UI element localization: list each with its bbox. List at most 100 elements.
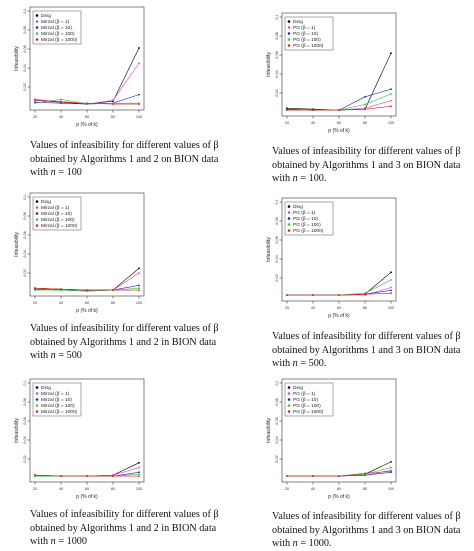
y-tick-label: 0.04 [275,255,279,262]
legend-label: PG (β = 1) [293,210,316,216]
x-tick-label: 80 [363,121,367,125]
data-point [60,98,62,101]
chart-4: 20 40 60 80 100 0.02 0.04 0.06 0.08 0.1 p (% of k)… [266,197,397,319]
x-tick-label: 60 [85,115,89,119]
chart-panel-2: 20 40 60 80 100 0.02 0.04 0.06 0.08 0.1 p (% of k)… [254,8,404,138]
legend-marker [287,410,291,413]
x-tick-label: 60 [337,487,341,491]
legend-label: Ding [293,19,303,25]
series-line [34,63,140,105]
legend-label: PG (β = 100) [293,403,321,409]
caption-2-post: = 100. [297,173,327,185]
y-tick-label: 0.08 [23,398,27,405]
x-tick-label: 20 [33,487,37,491]
data-point [34,474,36,477]
x-axis-label: p (% of k) [76,122,98,128]
y-axis-label: Infeasibility [266,418,272,443]
y-axis-label: Infeasibility [266,52,272,77]
chart-panel-6: 20 40 60 80 100 0.02 0.04 0.06 0.08 0.1 p (% of k)… [254,374,404,504]
x-tick-label: 40 [59,487,63,491]
caption-5: Values of infeasibility for different va… [30,508,220,549]
legend-label: Mirzal (β = 1000) [41,409,78,415]
legend-marker [287,229,291,232]
y-tick-label: 0.04 [275,70,279,77]
legend-label: Mirzal (β = 1) [41,391,70,397]
y-tick-label: 0.1 [275,14,279,19]
y-tick-label: 0.04 [23,250,27,257]
data-point [138,461,140,464]
caption-2-text: Values of infeasibility for different va… [272,146,461,185]
caption-3: Values of infeasibility for different va… [30,322,220,363]
data-point [286,109,288,111]
data-point [138,466,140,469]
caption-6: Values of infeasibility for different va… [272,510,468,551]
data-point [286,294,288,296]
data-point [86,289,88,291]
x-axis-label: p (% of k) [328,313,350,319]
legend-marker [35,212,39,215]
y-axis-label: Infeasibility [266,237,272,262]
y-tick-label: 0.06 [275,417,279,424]
legend-marker [35,410,39,413]
data-point [138,289,140,291]
x-tick-label: 40 [311,487,315,491]
legend-marker [35,398,39,401]
legend-label: Mirzal (β = 1000) [41,223,78,229]
legend-label: PG (β = 1000) [293,43,324,49]
x-tick-label: 40 [311,121,315,125]
caption-5-post: = 1000 [55,536,87,548]
chart-1: 20 40 60 80 100 0.02 0.04 0.06 0.08 0.1 p (% of k)… [14,6,145,128]
legend-label: PG (β = 10) [293,397,318,403]
y-tick-label: 0.02 [275,89,279,96]
legend-marker [35,38,39,41]
chart-panel-4: 20 40 60 80 100 0.02 0.04 0.06 0.08 0.1 p (% of k)… [254,193,404,323]
series-line [287,467,392,477]
caption-5-text: Values of infeasibility for different va… [30,509,219,548]
data-point [390,99,392,102]
data-point [112,99,114,102]
y-tick-label: 0.04 [275,436,279,443]
legend-marker [35,200,39,203]
data-point [390,289,392,292]
data-point [364,95,366,98]
x-tick-label: 80 [111,301,115,305]
chart-2: 20 40 60 80 100 0.02 0.04 0.06 0.08 0.1 p (% of k)… [266,12,397,134]
data-point [312,475,314,477]
x-tick-label: 80 [363,487,367,491]
caption-3-post: = 500 [55,350,82,362]
data-point [390,271,392,274]
x-tick-label: 40 [311,306,315,310]
series-line [34,47,140,105]
y-tick-label: 0.02 [23,455,27,462]
legend-label: PG (β = 10) [293,31,318,37]
data-point [138,267,140,270]
legend-marker [35,392,39,395]
y-tick-label: 0.1 [275,380,279,385]
legend-marker [287,211,291,214]
x-tick-label: 20 [33,301,37,305]
legend-marker [287,205,291,208]
data-point [138,475,140,477]
y-tick-label: 0.06 [275,236,279,243]
x-tick-label: 100 [136,115,142,119]
legend-label: Mirzal (β = 1) [41,19,70,25]
data-point [112,103,114,105]
data-point [390,52,392,54]
data-point [312,109,314,111]
data-point [390,279,392,281]
legend-marker [287,392,291,395]
y-tick-label: 0.08 [23,26,27,33]
data-point [390,88,392,91]
legend-label: Ding [293,385,303,391]
chart-panel-1: 20 40 60 80 100 0.02 0.04 0.06 0.08 0.1 p (% of k)… [2,2,152,132]
x-tick-label: 60 [85,487,89,491]
legend-marker [35,14,39,17]
legend-label: Ding [293,204,303,210]
chart-panel-5: 20 40 60 80 100 0.02 0.04 0.06 0.08 0.1 p (% of k)… [2,374,152,504]
data-point [138,473,140,476]
legend-marker [35,404,39,407]
caption-1: Values of infeasibility for different va… [30,139,220,180]
data-point [138,284,140,287]
data-point [338,294,340,296]
legend-marker [287,404,291,407]
